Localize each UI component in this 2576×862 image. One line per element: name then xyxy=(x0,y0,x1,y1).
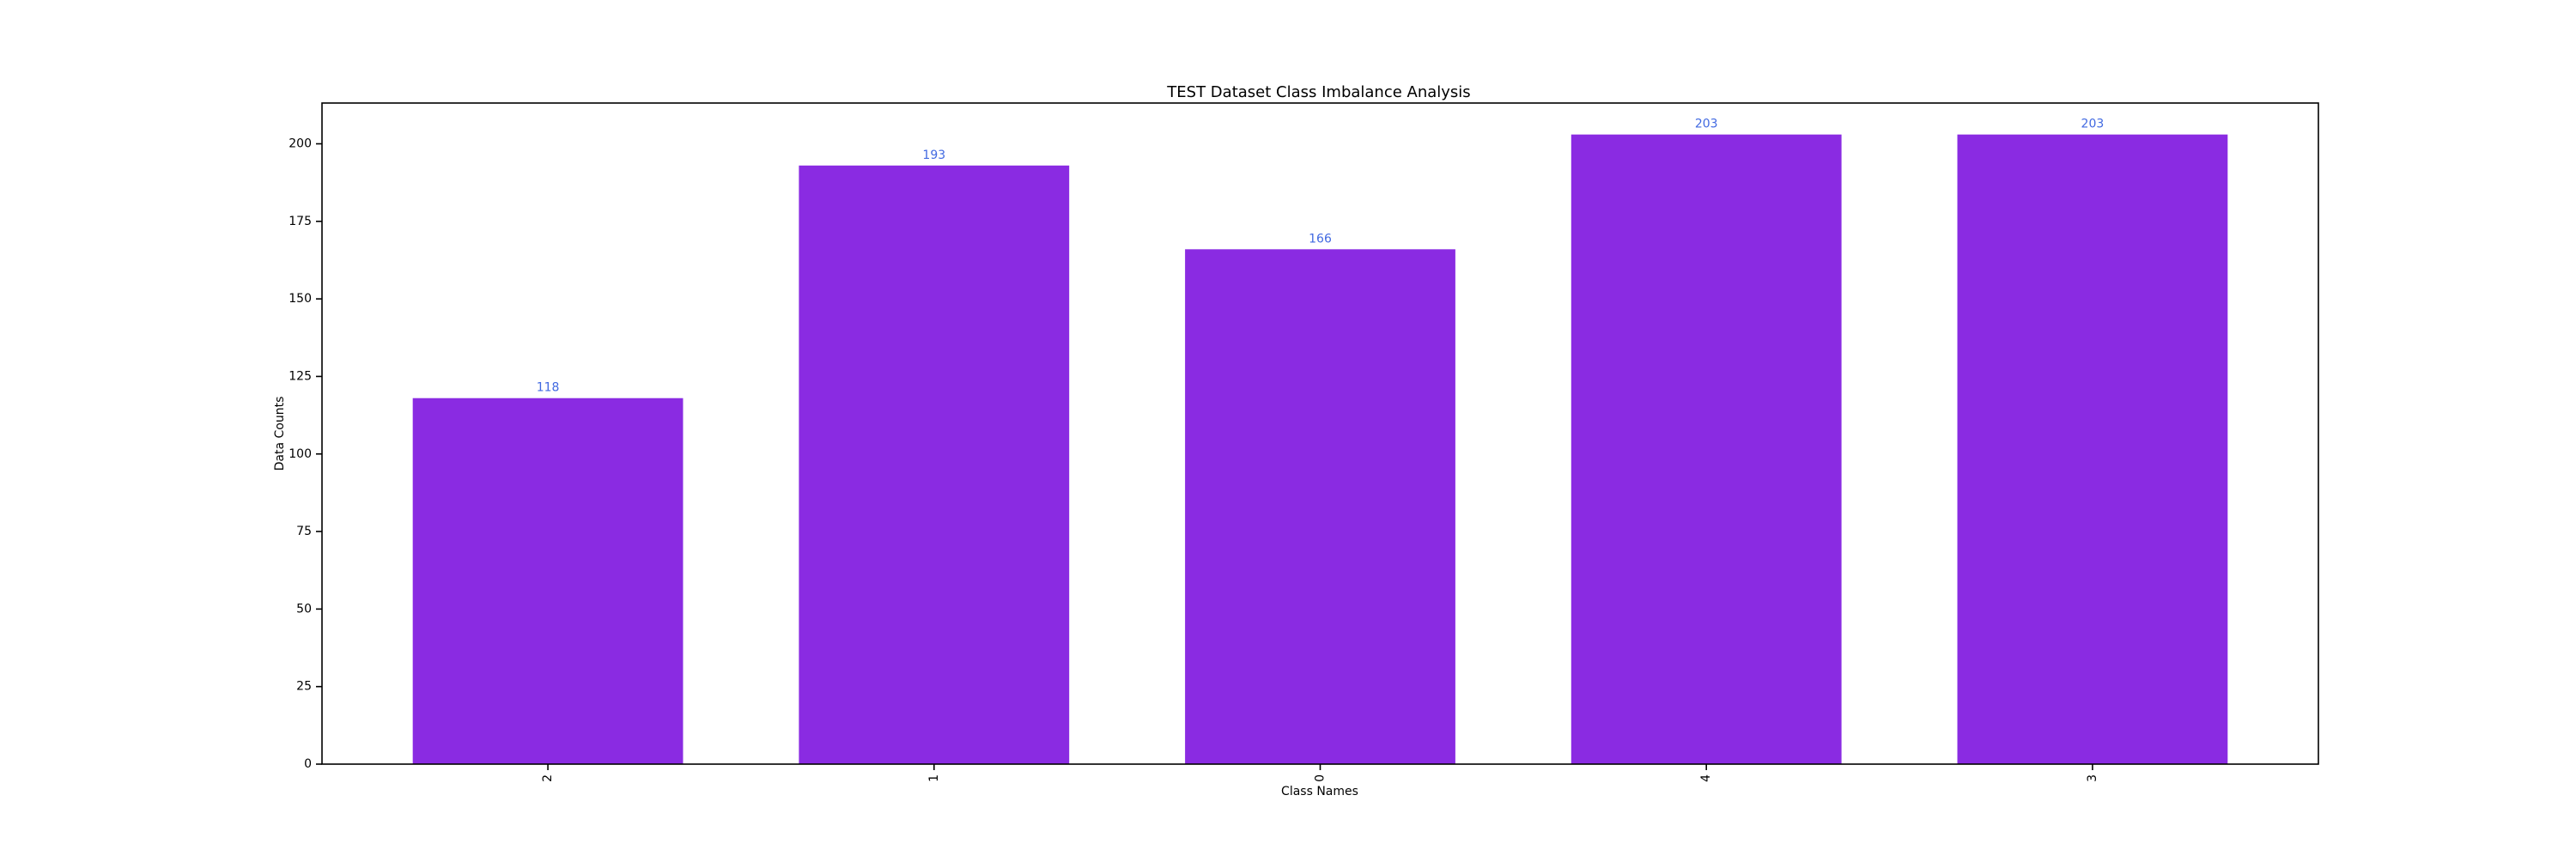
y-axis: 0 25 50 75 100 125 150 175 200 xyxy=(289,137,322,771)
y-tick-label: 200 xyxy=(289,137,312,151)
x-tick-label: 3 xyxy=(2086,774,2099,782)
y-tick-label: 75 xyxy=(296,525,312,538)
bar-4 xyxy=(1571,134,1842,764)
x-tick-label: 4 xyxy=(1699,774,1713,782)
data-label: 203 xyxy=(1695,118,1718,131)
bar-0 xyxy=(1185,249,1455,765)
y-tick-label: 25 xyxy=(296,680,312,694)
chart-title: TEST Dataset Class Imbalance Analysis xyxy=(1166,83,1470,101)
y-tick-label: 150 xyxy=(289,292,312,306)
y-tick-label: 100 xyxy=(289,447,312,461)
x-tick-label: 2 xyxy=(541,774,555,782)
data-label: 193 xyxy=(922,149,945,162)
y-tick-label: 175 xyxy=(289,215,312,228)
data-label: 203 xyxy=(2081,118,2105,131)
y-tick-label: 0 xyxy=(304,757,312,771)
data-labels-layer: 118 193 166 203 203 xyxy=(537,118,2105,395)
data-label: 118 xyxy=(537,381,560,395)
x-axis: 2 1 0 4 3 xyxy=(541,764,2099,782)
x-tick-label: 1 xyxy=(927,774,941,782)
bars-layer xyxy=(412,134,2228,765)
y-tick-label: 125 xyxy=(289,369,312,383)
y-tick-label: 50 xyxy=(296,602,312,616)
bar-3 xyxy=(1957,134,2228,764)
data-label: 166 xyxy=(1309,232,1332,246)
x-tick-label: 0 xyxy=(1314,774,1327,782)
bar-2 xyxy=(412,398,683,764)
bar-1 xyxy=(799,165,1070,765)
y-axis-label: Data Counts xyxy=(273,397,287,471)
x-axis-label: Class Names xyxy=(1281,785,1358,798)
